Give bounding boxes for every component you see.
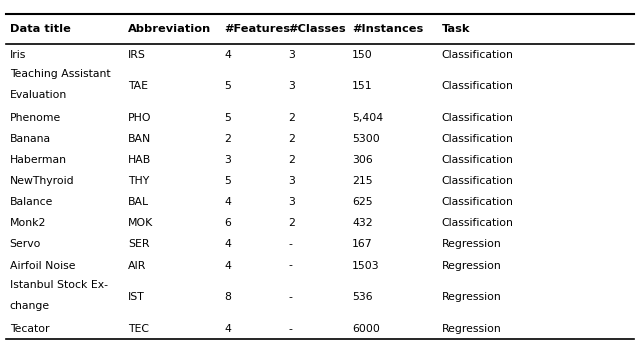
Text: Monk2: Monk2 [10, 218, 46, 228]
Text: Iris: Iris [10, 50, 26, 60]
Text: 306: 306 [352, 155, 372, 165]
Text: 5: 5 [224, 113, 231, 123]
Text: 3: 3 [288, 176, 295, 186]
Text: Data title: Data title [10, 24, 70, 34]
Text: 5,404: 5,404 [352, 113, 383, 123]
Text: Classification: Classification [442, 81, 513, 91]
Text: Classification: Classification [442, 134, 513, 144]
Text: Classification: Classification [442, 176, 513, 186]
Text: #Classes: #Classes [288, 24, 346, 34]
Text: Tecator: Tecator [10, 324, 49, 334]
Text: 4: 4 [224, 50, 231, 60]
Text: 5: 5 [224, 81, 231, 91]
Text: 3: 3 [288, 50, 295, 60]
Text: Regression: Regression [442, 292, 501, 302]
Text: 6000: 6000 [352, 324, 380, 334]
Text: MOK: MOK [128, 218, 153, 228]
Text: Airfoil Noise: Airfoil Noise [10, 260, 75, 271]
Text: SER: SER [128, 239, 150, 250]
Text: Phenome: Phenome [10, 113, 61, 123]
Text: 5: 5 [224, 176, 231, 186]
Text: Classification: Classification [442, 113, 513, 123]
Text: change: change [10, 301, 50, 311]
Text: 5300: 5300 [352, 134, 380, 144]
Text: 2: 2 [288, 218, 295, 228]
Text: #Instances: #Instances [352, 24, 423, 34]
Text: IST: IST [128, 292, 145, 302]
Text: Istanbul Stock Ex-: Istanbul Stock Ex- [10, 280, 108, 290]
Text: THY: THY [128, 176, 149, 186]
Text: #Features: #Features [224, 24, 290, 34]
Text: NewThyroid: NewThyroid [10, 176, 74, 186]
Text: BAN: BAN [128, 134, 151, 144]
Text: 215: 215 [352, 176, 372, 186]
Text: 3: 3 [288, 197, 295, 207]
Text: TAE: TAE [128, 81, 148, 91]
Text: 3: 3 [224, 155, 231, 165]
Text: TEC: TEC [128, 324, 149, 334]
Text: IRS: IRS [128, 50, 146, 60]
Text: -: - [288, 239, 292, 250]
Text: 2: 2 [288, 113, 295, 123]
Text: Task: Task [442, 24, 470, 34]
Text: Classification: Classification [442, 155, 513, 165]
Text: -: - [288, 292, 292, 302]
Text: 150: 150 [352, 50, 372, 60]
Text: AIR: AIR [128, 260, 147, 271]
Text: Evaluation: Evaluation [10, 90, 67, 100]
Text: HAB: HAB [128, 155, 151, 165]
Text: 6: 6 [224, 218, 231, 228]
Text: -: - [288, 260, 292, 271]
Text: 4: 4 [224, 260, 231, 271]
Text: Classification: Classification [442, 50, 513, 60]
Text: 4: 4 [224, 324, 231, 334]
Text: Classification: Classification [442, 197, 513, 207]
Text: -: - [288, 324, 292, 334]
Text: 1503: 1503 [352, 260, 380, 271]
Text: Abbreviation: Abbreviation [128, 24, 211, 34]
Text: Regression: Regression [442, 239, 501, 250]
Text: Classification: Classification [442, 218, 513, 228]
Text: Regression: Regression [442, 324, 501, 334]
Text: Balance: Balance [10, 197, 53, 207]
Text: 536: 536 [352, 292, 372, 302]
Text: Regression: Regression [442, 260, 501, 271]
Text: 8: 8 [224, 292, 231, 302]
Text: 625: 625 [352, 197, 372, 207]
Text: BAL: BAL [128, 197, 149, 207]
Text: Haberman: Haberman [10, 155, 67, 165]
Text: PHO: PHO [128, 113, 152, 123]
Text: 432: 432 [352, 218, 372, 228]
Text: Servo: Servo [10, 239, 41, 250]
Text: 151: 151 [352, 81, 372, 91]
Text: 167: 167 [352, 239, 372, 250]
Text: 2: 2 [288, 155, 295, 165]
Text: 4: 4 [224, 197, 231, 207]
Text: Banana: Banana [10, 134, 51, 144]
Text: 2: 2 [224, 134, 231, 144]
Text: 4: 4 [224, 239, 231, 250]
Text: Teaching Assistant: Teaching Assistant [10, 69, 110, 79]
Text: 2: 2 [288, 134, 295, 144]
Text: 3: 3 [288, 81, 295, 91]
